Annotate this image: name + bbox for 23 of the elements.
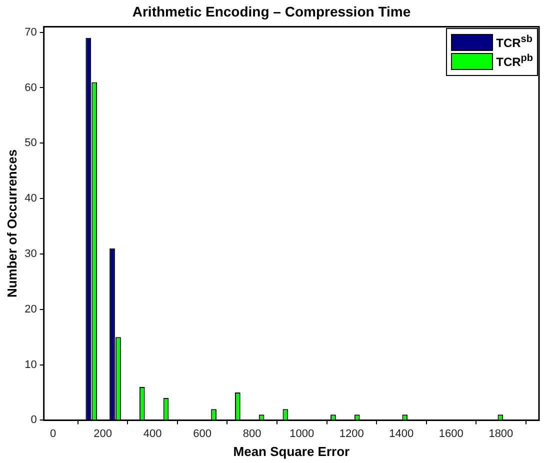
y-tick-label: 70	[24, 26, 37, 38]
legend-label: TCR$^{sb}$	[496, 34, 532, 50]
y-tick-label: 50	[24, 137, 37, 150]
x-tick-label: 1600	[438, 428, 464, 440]
y-tick-label: 40	[24, 192, 37, 205]
x-tick-label: 1200	[339, 428, 364, 440]
x-tick-label: 1000	[290, 428, 314, 440]
y-tick-label: 20	[24, 303, 37, 316]
x-tick-label: 0	[50, 428, 56, 440]
x-tick-label: 800	[242, 428, 262, 440]
chart-title: Arithmetic Encoding – Compression Time	[132, 3, 411, 20]
x-tick-label: 1800	[488, 428, 514, 440]
y-tick-label: 10	[24, 358, 37, 371]
x-axis-title: Mean Square Error	[233, 444, 350, 459]
x-tick-label: 1400	[389, 428, 414, 440]
y-axis-title: Number of Occurrences	[4, 149, 20, 298]
x-tick-label: 600	[193, 428, 212, 440]
x-tick-label: 200	[94, 428, 112, 440]
x-tick-label: 400	[143, 428, 162, 440]
legend-label: TCR$^{pb}$	[496, 53, 533, 70]
y-tick-label: 60	[24, 82, 37, 94]
y-tick-label: 0	[30, 414, 37, 426]
y-tick-label: 30	[24, 248, 37, 260]
